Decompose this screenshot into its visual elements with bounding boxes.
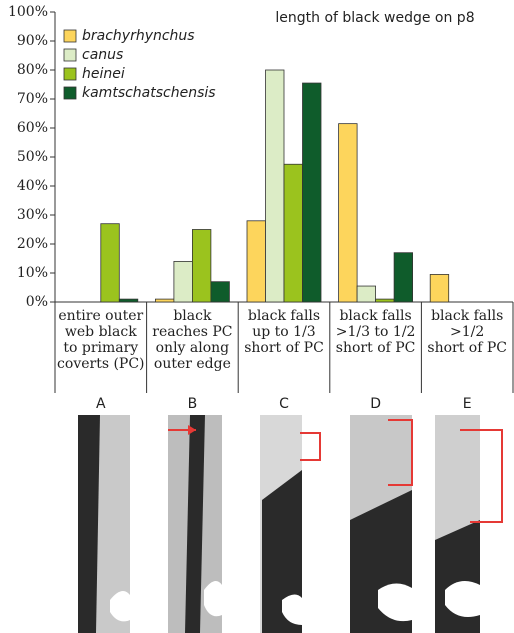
- legend-label: kamtschatschensis: [82, 85, 216, 101]
- bracket: [388, 419, 413, 486]
- feather-spot: [204, 581, 222, 617]
- x-tick-label: entire outer web black to primary covert…: [57, 308, 145, 372]
- bar: [375, 298, 395, 303]
- y-tick-label: 0%: [26, 294, 48, 310]
- bar: [393, 252, 414, 303]
- y-tick-label: 100%: [8, 4, 48, 20]
- bar: [173, 260, 193, 303]
- arrow-head: [188, 425, 196, 435]
- legend-label: brachyrhynchus: [82, 28, 195, 44]
- y-tick-label: 80%: [17, 62, 48, 78]
- bracket: [460, 429, 503, 523]
- category-letter: E: [463, 396, 472, 412]
- x-tick-label: black falls >1/2 short of PC: [427, 308, 507, 356]
- y-tick-label: 40%: [17, 178, 48, 194]
- legend-swatch: [63, 86, 77, 100]
- bracket: [300, 432, 321, 461]
- feather-shade: [262, 470, 302, 633]
- feather-shade: [185, 415, 205, 633]
- bar: [283, 163, 303, 303]
- feather-spot: [282, 594, 302, 625]
- bar: [118, 298, 139, 303]
- legend-swatch: [63, 67, 77, 81]
- bar: [356, 285, 377, 303]
- bar: [302, 82, 322, 303]
- legend-label: canus: [82, 47, 123, 63]
- bar: [265, 69, 285, 303]
- x-tick-label: black reaches PC only along outer edge: [152, 308, 233, 372]
- bar: [429, 274, 450, 303]
- y-tick-label: 60%: [17, 120, 48, 136]
- bar: [246, 220, 266, 303]
- bar: [338, 123, 358, 303]
- category-letter: A: [96, 396, 106, 412]
- category-letter: C: [279, 396, 289, 412]
- category-letter: D: [370, 396, 381, 412]
- x-tick-label: black falls >1/3 to 1/2 short of PC: [335, 308, 416, 356]
- y-tick-label: 90%: [17, 33, 48, 49]
- y-tick-label: 10%: [17, 265, 48, 281]
- y-tick-label: 30%: [17, 207, 48, 223]
- legend-swatch: [63, 29, 77, 43]
- bar: [100, 223, 120, 303]
- bar: [154, 298, 175, 303]
- category-letter: B: [188, 396, 198, 412]
- feather-shade: [78, 415, 100, 633]
- x-tick-label: black falls up to 1/3 short of PC: [244, 308, 324, 356]
- legend-swatch: [63, 48, 77, 62]
- y-tick-label: 50%: [17, 149, 48, 165]
- legend-label: heinei: [82, 66, 125, 82]
- y-tick-label: 20%: [17, 236, 48, 252]
- feather-spot: [110, 591, 130, 622]
- bar: [191, 229, 212, 303]
- feather-spot: [378, 583, 412, 622]
- bar: [210, 281, 230, 303]
- feather-photos: [78, 415, 503, 633]
- chart-title: length of black wedge on p8: [275, 10, 474, 26]
- feather-spot: [445, 581, 480, 618]
- y-tick-label: 70%: [17, 91, 48, 107]
